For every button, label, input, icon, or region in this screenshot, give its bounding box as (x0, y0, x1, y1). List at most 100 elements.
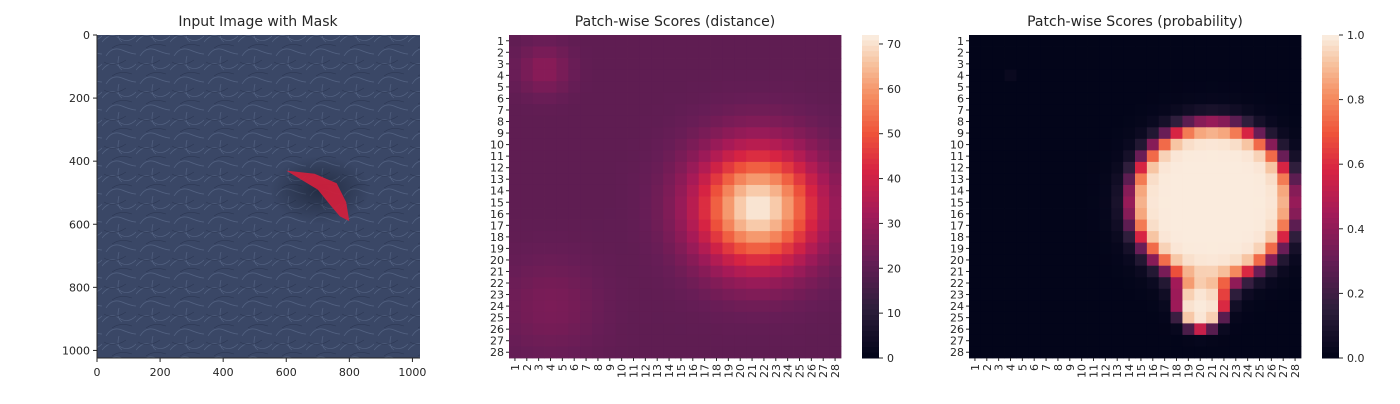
heatmap-cell (1277, 81, 1290, 94)
heatmap-cell (1170, 150, 1183, 163)
heatmap-cell (1063, 300, 1077, 313)
heatmap-cell (781, 69, 794, 82)
heatmap-cell (627, 254, 640, 267)
heatmap-cell (592, 161, 605, 174)
heatmap-cell (615, 81, 628, 94)
heatmap-cell (1241, 323, 1254, 336)
heatmap-cell (639, 254, 652, 267)
heatmap-cell (1052, 346, 1065, 359)
heatmap-cell (722, 196, 735, 209)
heatmap-cell (686, 138, 700, 151)
colorbar-segment (862, 304, 879, 311)
heatmap-cell (1206, 254, 1219, 267)
heatmap-cell (746, 277, 759, 290)
heatmap-cell (627, 242, 640, 255)
heatmap-cell (1075, 46, 1088, 59)
heatmap-cell (1229, 254, 1243, 267)
heatmap-cell (969, 35, 982, 47)
heatmap-x-tick-label: 13 (651, 364, 664, 378)
heatmap-cell (1135, 104, 1148, 117)
heatmap-cell (1087, 334, 1100, 347)
heatmap-cell (746, 323, 759, 336)
heatmap-cell (544, 265, 557, 278)
heatmap-cell (805, 46, 818, 59)
colorbar-tick-label: 70 (887, 38, 901, 51)
heatmap-cell (734, 323, 747, 336)
heatmap-cell (1194, 300, 1207, 313)
heatmap-cell (734, 35, 747, 47)
heatmap-cell (805, 334, 818, 347)
heatmap-cell (1146, 219, 1160, 232)
heatmap-cell (781, 92, 794, 105)
heatmap-cell (1218, 334, 1231, 347)
heatmap-cell (829, 219, 842, 232)
heatmap-cell (1111, 334, 1124, 347)
heatmap-cell (1241, 35, 1254, 47)
heatmap-cell (746, 138, 759, 151)
heatmap-cell (1028, 35, 1041, 47)
heatmap-cell (1075, 58, 1088, 71)
heatmap-cell (509, 346, 522, 359)
heatmap-cell (781, 208, 794, 220)
heatmap-cell (1194, 127, 1207, 140)
heatmap-cell (639, 69, 652, 82)
heatmap-cell (686, 58, 700, 71)
heatmap-cell (1004, 173, 1017, 186)
heatmap-cell (1182, 254, 1195, 267)
heatmap-cell (544, 46, 557, 59)
heatmap-cell (1146, 46, 1160, 59)
heatmap-cell (1289, 208, 1302, 220)
heatmap-cell (1218, 46, 1231, 59)
heatmap-cell (1087, 208, 1100, 220)
heatmap-cell (1253, 231, 1266, 244)
heatmap-cell (686, 231, 700, 244)
heatmap-cell (509, 69, 522, 82)
heatmap-cell (1146, 277, 1160, 290)
heatmap-cell (603, 138, 617, 151)
heatmap-cell (556, 288, 569, 301)
heatmap-cell (1206, 219, 1219, 232)
heatmap-cell (781, 196, 794, 209)
heatmap-x-tick-label: 14 (1123, 364, 1136, 378)
panel-input-image-title: Input Image with Mask (178, 14, 338, 30)
heatmap-cell (992, 254, 1005, 267)
colorbar-segment (1322, 271, 1339, 278)
heatmap-cell (568, 300, 581, 313)
heatmap-cell (651, 104, 664, 117)
heatmap-cell (544, 242, 557, 255)
heatmap-cell (969, 346, 982, 359)
heatmap-x-tick-label: 8 (592, 364, 605, 371)
heatmap-cell (1289, 196, 1302, 209)
colorbar-segment (1322, 121, 1339, 128)
heatmap-cell (1111, 254, 1124, 267)
heatmap-cell (639, 334, 652, 347)
heatmap-cell (580, 311, 593, 324)
heatmap-cell (710, 334, 723, 347)
heatmap-cell (710, 196, 723, 209)
heatmap-cell (793, 35, 806, 47)
heatmap-cell (1229, 219, 1243, 232)
heatmap-x-tick-label: 23 (1230, 364, 1243, 378)
heatmap-x-tick-label: 26 (805, 364, 818, 378)
heatmap-cell (793, 196, 806, 209)
heatmap-cell (1277, 254, 1290, 267)
heatmap-y-tick-label: 5 (497, 81, 504, 94)
heatmap-cell (1028, 58, 1041, 71)
heatmap-cell (1123, 127, 1136, 140)
heatmap-cell (675, 208, 688, 220)
heatmap-cell (1170, 69, 1183, 82)
heatmap-cell (663, 288, 676, 301)
heatmap-cell (1135, 196, 1148, 209)
heatmap-cell (793, 81, 806, 94)
heatmap-cell (829, 104, 842, 117)
heatmap-cell (532, 300, 545, 313)
heatmap-y-tick-label: 26 (950, 323, 964, 336)
heatmap-cell (639, 242, 652, 255)
input-image-x-ticks: 0 200 400 600 800 1000 (94, 358, 426, 379)
heatmap-cell (1277, 231, 1290, 244)
heatmap-cell (1016, 81, 1029, 94)
heatmap-cell (627, 161, 640, 174)
heatmap-cell (627, 150, 640, 163)
heatmap-cell (1028, 265, 1041, 278)
heatmap-cell (769, 161, 783, 174)
